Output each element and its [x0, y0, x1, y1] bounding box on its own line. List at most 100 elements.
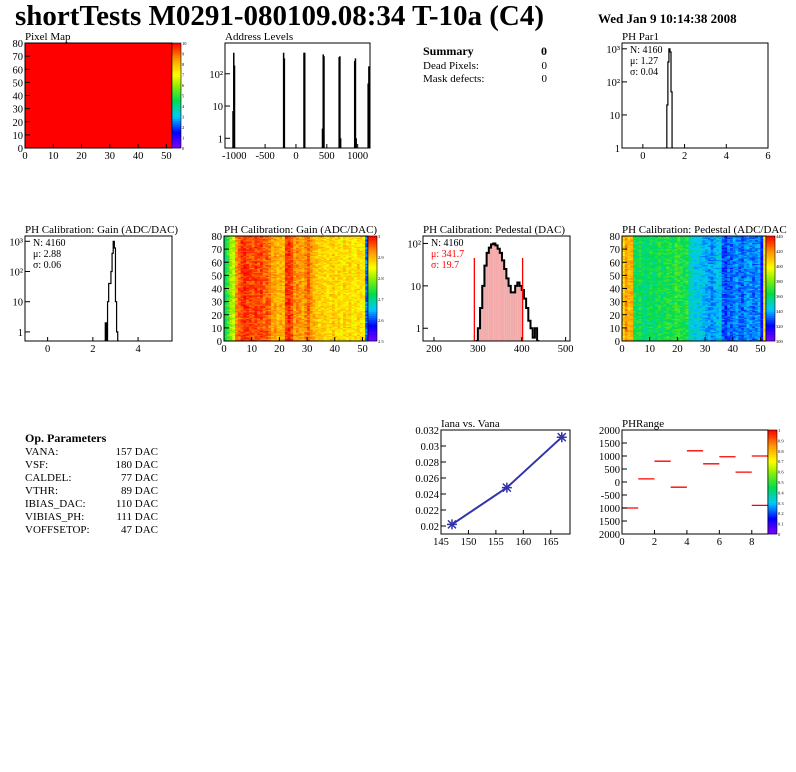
heatmap-cell — [243, 270, 247, 272]
heatmap-cell — [627, 270, 631, 272]
heatmap-cell — [298, 320, 302, 322]
heatmap-cell — [309, 289, 313, 292]
heatmap-cell — [260, 272, 264, 275]
heatmap-cell — [298, 331, 302, 334]
heatmap-cell — [224, 272, 228, 275]
heatmap-cell — [224, 313, 228, 316]
heatmap-cell — [276, 257, 280, 259]
heatmap-cell — [315, 281, 319, 284]
heatmap-cell — [635, 262, 639, 264]
heatmap-cell — [224, 281, 228, 284]
heatmap-cell — [246, 262, 250, 264]
heatmap-cell — [635, 267, 639, 270]
heatmap-cell — [235, 297, 239, 300]
heatmap-cell — [354, 287, 358, 289]
heatmap-cell — [624, 236, 628, 238]
heatmap-cell — [635, 251, 639, 254]
heatmap-cell — [265, 249, 269, 251]
heatmap-cell — [287, 289, 291, 292]
heatmap-cell — [251, 284, 255, 287]
heatmap-cell — [229, 308, 233, 310]
heatmap-cell — [237, 236, 241, 238]
heatmap-cell — [232, 253, 236, 255]
heatmap-cell — [351, 237, 355, 239]
heatmap-cell — [633, 283, 637, 285]
heatmap-cell — [329, 266, 333, 268]
heatmap-cell — [290, 262, 294, 264]
heatmap-cell — [301, 333, 305, 335]
heatmap-cell — [287, 242, 291, 245]
palette-swatch — [368, 273, 377, 277]
heatmap-cell — [304, 274, 308, 276]
heatmap-cell — [276, 279, 280, 281]
heatmap-cell — [627, 335, 631, 338]
heatmap-cell — [301, 314, 305, 317]
heatmap-cell — [354, 326, 358, 329]
heatmap-cell — [271, 305, 275, 308]
heatmap-cell — [624, 301, 628, 304]
heatmap-cell — [343, 255, 347, 258]
plot-frame — [621, 42, 769, 149]
heatmap-cell — [237, 246, 241, 249]
heatmap-cell — [332, 333, 336, 335]
heatmap-cell — [334, 264, 338, 267]
heatmap-cell — [356, 314, 360, 317]
heatmap-cell — [276, 276, 280, 279]
heatmap-cell — [304, 289, 308, 292]
heatmap-cell — [284, 312, 288, 314]
heatmap-cell — [312, 272, 316, 275]
heatmap-cell — [309, 334, 313, 337]
heatmap-cell — [290, 325, 294, 327]
heatmap-cell — [320, 318, 324, 321]
heatmap-cell — [630, 337, 634, 339]
heatmap-cell — [276, 313, 280, 316]
heatmap-cell — [251, 250, 255, 253]
heatmap-cell — [271, 321, 275, 323]
heatmap-cell — [309, 301, 313, 304]
heatmap-cell — [243, 254, 247, 256]
heatmap-cell — [345, 264, 349, 267]
heatmap-cell — [315, 326, 319, 329]
heatmap-cell — [348, 291, 352, 293]
heatmap-cell — [251, 279, 255, 281]
heatmap-cell — [248, 329, 252, 331]
heatmap-cell — [298, 267, 302, 270]
heatmap-cell — [326, 254, 330, 256]
heatmap-cell — [351, 266, 355, 268]
heatmap-cell — [251, 275, 255, 277]
heatmap-cell — [257, 330, 261, 333]
heatmap-cell — [320, 300, 324, 302]
heatmap-cell — [240, 287, 244, 289]
heatmap-cell — [627, 264, 631, 267]
heatmap-cell — [343, 300, 347, 302]
heatmap-cell — [348, 276, 352, 279]
plot-area — [104, 240, 119, 341]
heatmap-cell — [284, 287, 288, 289]
heatmap-cell — [262, 251, 266, 254]
heatmap-cell — [284, 326, 288, 329]
heatmap-cell — [348, 321, 352, 323]
heatmap-cell — [356, 242, 360, 245]
heatmap-cell — [248, 292, 252, 295]
heatmap-cell — [320, 333, 324, 335]
heatmap-cell — [229, 250, 233, 253]
heatmap-cell — [365, 287, 368, 289]
heatmap-cell — [276, 293, 280, 296]
heatmap-cell — [323, 239, 327, 242]
heatmap-cell — [279, 276, 283, 279]
heatmap-cell — [240, 339, 244, 341]
heatmap-cell — [337, 268, 341, 271]
heatmap-cell — [635, 268, 639, 271]
heatmap-cell — [334, 321, 338, 323]
heatmap-cell — [351, 245, 355, 247]
heatmap-cell — [226, 335, 230, 338]
heatmap-cell — [318, 314, 322, 317]
heatmap-cell — [273, 267, 277, 270]
heatmap-cell — [312, 236, 316, 238]
heatmap-cell — [229, 334, 233, 337]
heatmap-cell — [323, 304, 327, 306]
heatmap-cell — [337, 279, 341, 281]
heatmap-cell — [287, 239, 291, 242]
heatmap-cell — [329, 304, 333, 306]
heatmap-cell — [365, 243, 368, 246]
